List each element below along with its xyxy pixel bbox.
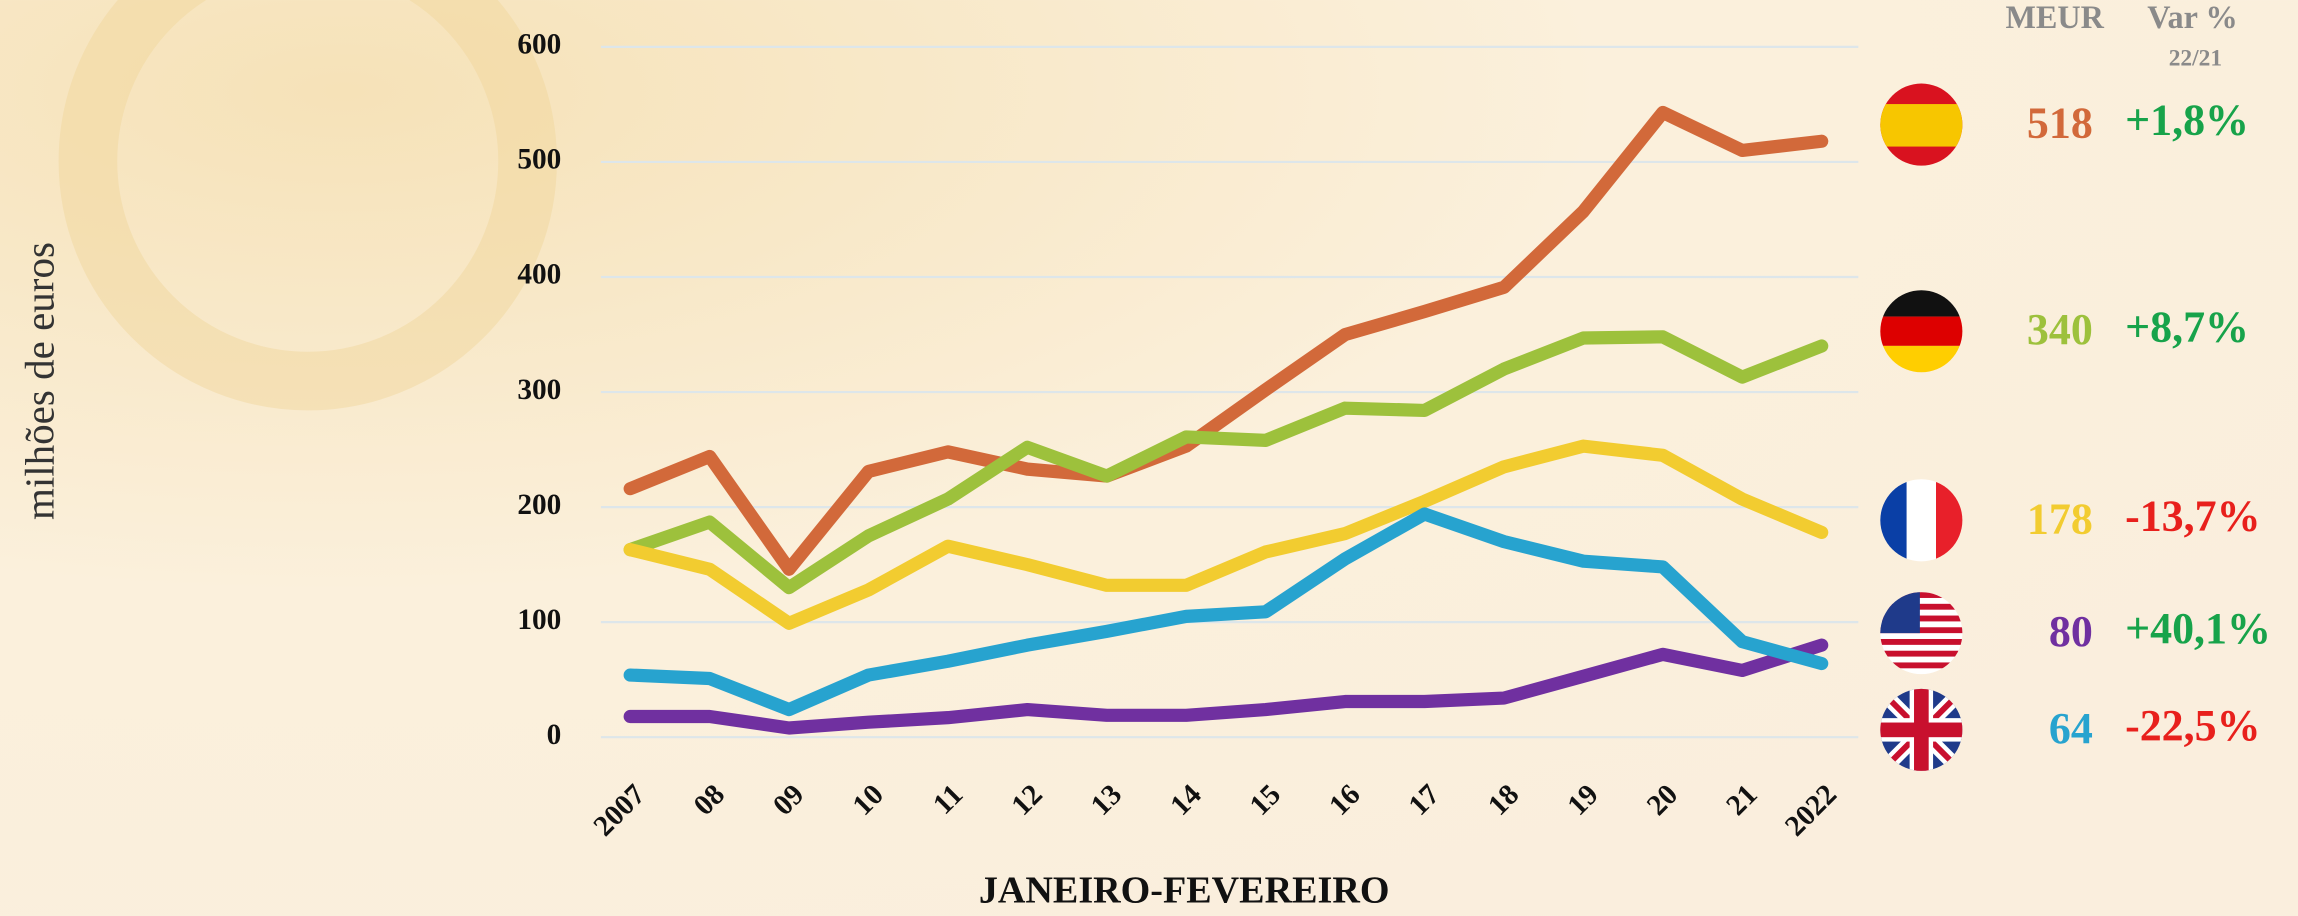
y-axis-label: milhões de euros	[16, 242, 62, 520]
change-label: +8,7%	[2125, 302, 2249, 351]
y-tick-label: 0	[547, 719, 562, 751]
y-tick-label: 200	[517, 489, 561, 521]
latest-value: 178	[2027, 494, 2093, 543]
x-axis-label: JANEIRO-FEVEREIRO	[979, 870, 1390, 912]
y-tick-label: 600	[517, 29, 561, 61]
latest-value: 80	[2049, 607, 2093, 656]
header-value: MEUR	[2005, 0, 2104, 35]
y-tick-label: 100	[517, 604, 561, 636]
chart: milhões de euros JANEIRO-FEVEREIRO MEUR …	[0, 0, 2298, 916]
change-label: +40,1%	[2125, 604, 2271, 653]
latest-value: 340	[2027, 305, 2093, 354]
y-tick-label: 300	[517, 374, 561, 406]
header-change: Var %	[2147, 0, 2237, 35]
latest-value: 518	[2027, 99, 2093, 148]
latest-value: 64	[2049, 704, 2093, 753]
change-label: -22,5%	[2125, 701, 2261, 750]
y-tick-label: 500	[517, 144, 561, 176]
y-tick-label: 400	[517, 259, 561, 291]
change-label: +1,8%	[2125, 96, 2249, 145]
header-period: 22/21	[2169, 45, 2222, 71]
change-label: -13,7%	[2125, 491, 2261, 540]
